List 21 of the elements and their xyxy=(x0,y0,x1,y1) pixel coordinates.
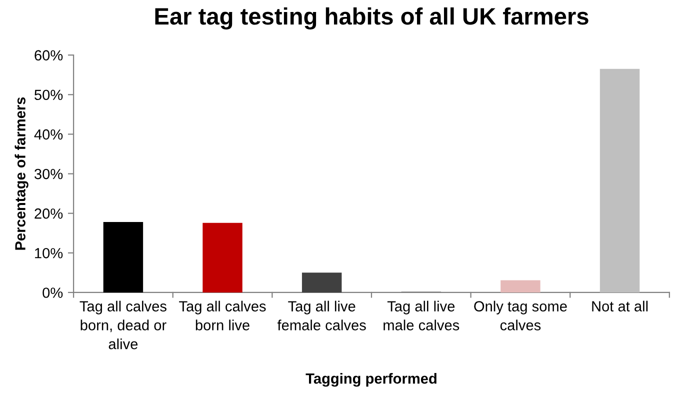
x-tick-label: Not at all xyxy=(592,300,648,312)
y-tick-label: 50% xyxy=(34,90,63,100)
x-tick-label: Tag all calves born, dead or alive xyxy=(80,300,166,350)
x-tick-label: Tag all live male calves xyxy=(384,300,460,330)
chart-title: Ear tag testing habits of all UK farmers xyxy=(155,7,588,30)
x-axis-title: Tagging performed xyxy=(306,373,436,387)
x-tick-label: Only tag some calves xyxy=(474,300,567,330)
y-tick-label: 60% xyxy=(34,50,63,60)
y-tick-label: 40% xyxy=(34,129,63,140)
y-axis-title: Percentage of farmers xyxy=(14,97,28,250)
bar xyxy=(500,280,540,292)
bar xyxy=(202,222,242,292)
y-tick-label: 30% xyxy=(34,168,63,180)
bar xyxy=(103,222,144,292)
y-tick-label: 20% xyxy=(34,208,63,219)
y-tick-label: 0% xyxy=(42,288,63,298)
x-tick-label: Tag all calves born live xyxy=(179,300,266,330)
bar xyxy=(302,272,342,292)
x-tick-label: Tag all live female calves xyxy=(277,300,366,330)
y-tick-label: 10% xyxy=(35,248,63,258)
bar xyxy=(600,68,640,292)
